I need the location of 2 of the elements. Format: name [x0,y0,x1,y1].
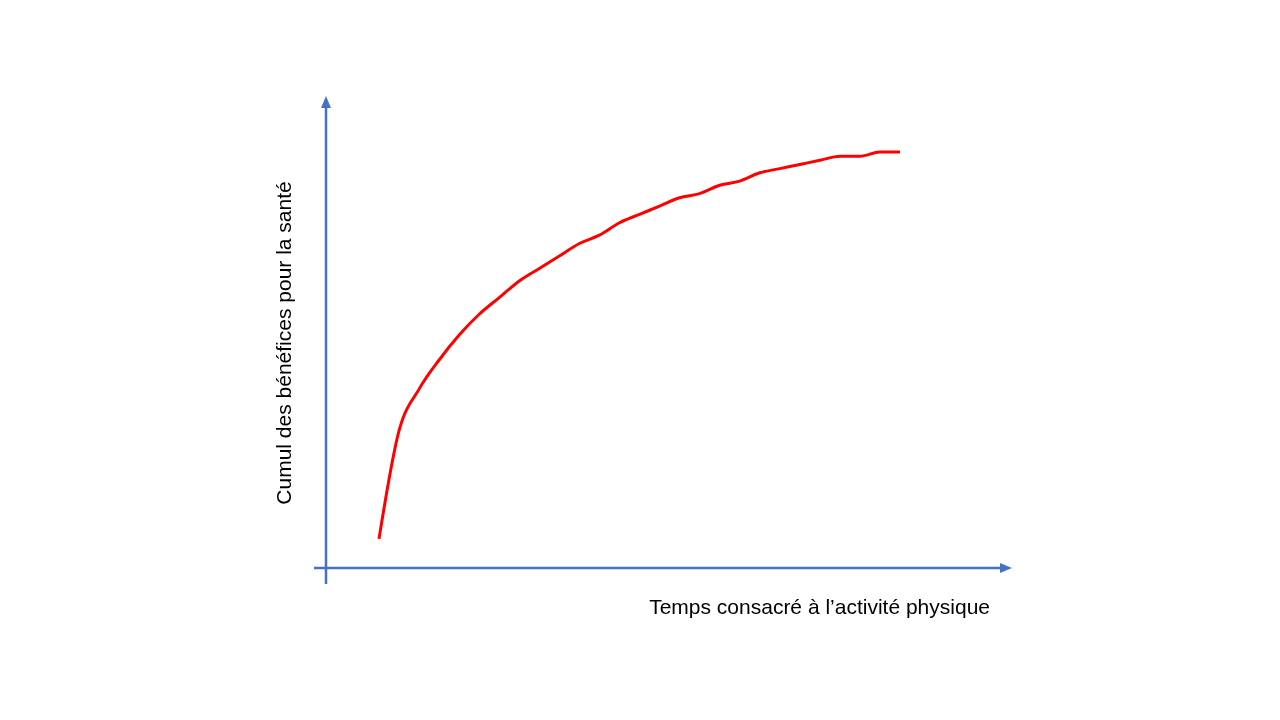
x-axis-title: Temps consacré à l’activité physique [649,595,990,618]
y-axis-title: Cumul des bénéfices pour la santé [272,181,295,505]
